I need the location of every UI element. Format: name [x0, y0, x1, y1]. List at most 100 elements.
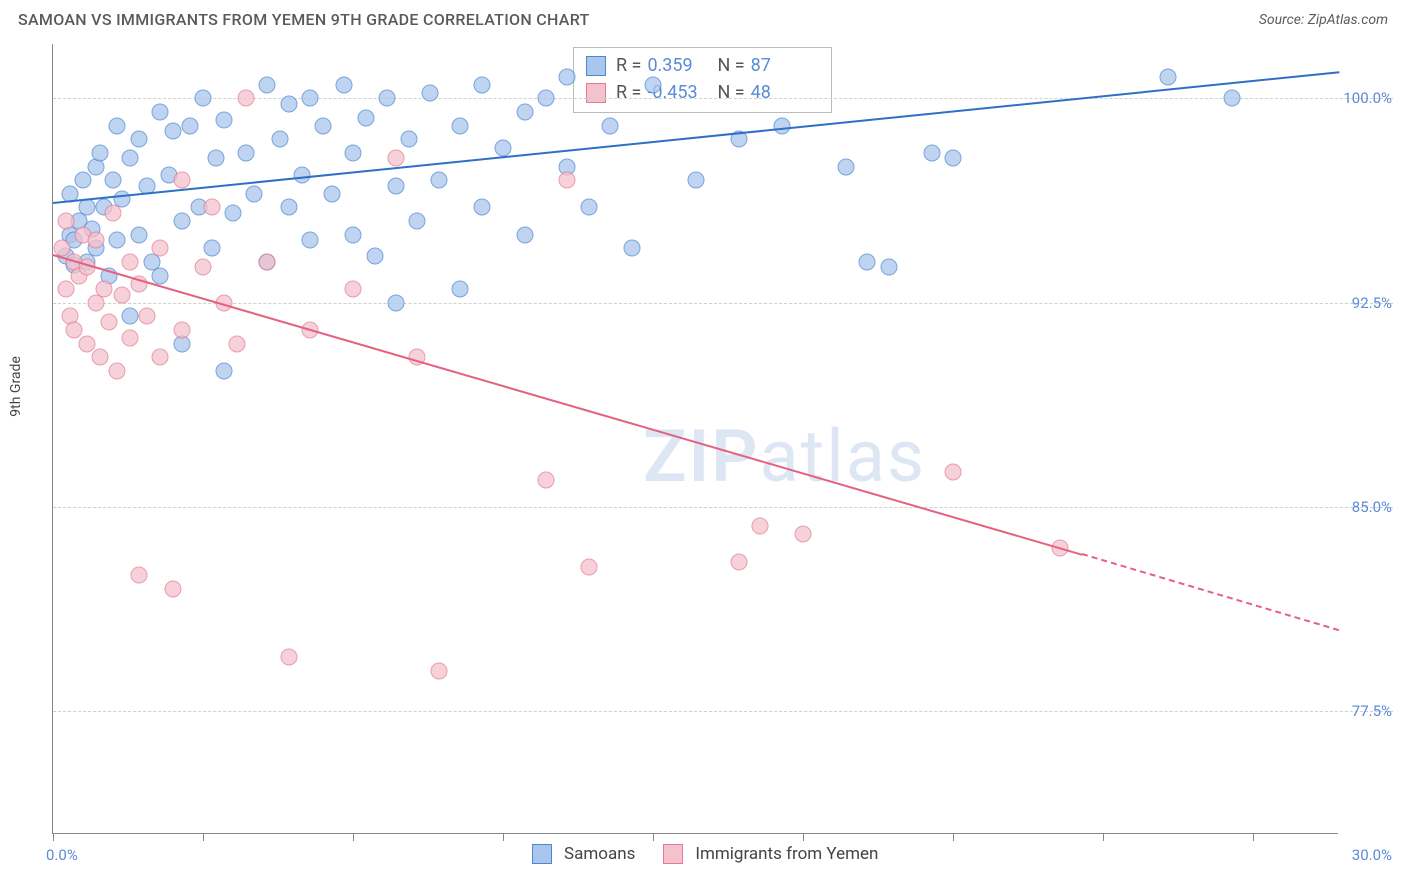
data-point	[66, 322, 83, 339]
n-value: 87	[751, 52, 815, 79]
data-point	[229, 335, 246, 352]
data-point	[409, 213, 426, 230]
data-point	[237, 144, 254, 161]
data-point	[623, 240, 640, 257]
data-point	[880, 259, 897, 276]
data-point	[79, 335, 96, 352]
data-point	[795, 526, 812, 543]
data-point	[280, 95, 297, 112]
data-point	[923, 144, 940, 161]
data-point	[430, 662, 447, 679]
data-point	[688, 172, 705, 189]
data-point	[345, 226, 362, 243]
legend-swatch	[586, 56, 606, 76]
data-point	[92, 349, 109, 366]
data-point	[122, 253, 139, 270]
data-point	[122, 330, 139, 347]
legend-label: Samoans	[564, 844, 635, 864]
data-point	[387, 177, 404, 194]
data-point	[387, 294, 404, 311]
data-point	[79, 199, 96, 216]
data-point	[203, 199, 220, 216]
data-point	[400, 131, 417, 148]
data-point	[379, 90, 396, 107]
legend-item: Samoans	[532, 844, 635, 864]
data-point	[75, 172, 92, 189]
data-point	[315, 117, 332, 134]
x-tick	[353, 833, 354, 841]
data-point	[195, 259, 212, 276]
x-tick	[1103, 833, 1104, 841]
r-label: R =	[616, 52, 641, 79]
data-point	[537, 471, 554, 488]
grid-line	[53, 711, 1393, 712]
y-tick-label: 100.0%	[1343, 89, 1392, 107]
data-point	[645, 76, 662, 93]
data-point	[109, 232, 126, 249]
y-tick-label: 85.0%	[1352, 498, 1392, 516]
data-point	[272, 131, 289, 148]
data-point	[1223, 90, 1240, 107]
data-point	[602, 117, 619, 134]
legend-swatch	[586, 83, 606, 103]
data-point	[516, 104, 533, 121]
data-point	[559, 68, 576, 85]
data-point	[122, 308, 139, 325]
data-point	[859, 253, 876, 270]
data-point	[336, 76, 353, 93]
grid-line	[53, 303, 1393, 304]
data-point	[182, 117, 199, 134]
data-point	[259, 253, 276, 270]
data-point	[100, 313, 117, 330]
data-point	[302, 232, 319, 249]
data-point	[580, 199, 597, 216]
data-point	[152, 240, 169, 257]
data-point	[122, 150, 139, 167]
x-axis-max-label: 30.0%	[1352, 846, 1392, 864]
data-point	[259, 76, 276, 93]
data-point	[537, 90, 554, 107]
data-point	[345, 281, 362, 298]
data-point	[730, 553, 747, 570]
data-point	[152, 349, 169, 366]
data-point	[430, 172, 447, 189]
data-point	[152, 104, 169, 121]
data-point	[945, 463, 962, 480]
data-point	[945, 150, 962, 167]
data-point	[130, 131, 147, 148]
data-point	[113, 286, 130, 303]
scatter-chart: 9th Grade ZIPatlas R =0.359N =87R =-0.45…	[52, 44, 1392, 834]
data-point	[173, 213, 190, 230]
data-point	[495, 139, 512, 156]
plot-area: ZIPatlas R =0.359N =87R =-0.453N =48 100…	[52, 44, 1338, 834]
data-point	[92, 144, 109, 161]
data-point	[387, 150, 404, 167]
data-point	[139, 308, 156, 325]
x-tick	[1253, 833, 1254, 841]
data-point	[105, 204, 122, 221]
data-point	[559, 172, 576, 189]
data-point	[130, 226, 147, 243]
trend-line	[53, 254, 1082, 556]
y-axis-title: 9th Grade	[8, 356, 24, 417]
r-label: R =	[616, 79, 641, 106]
correlation-stats-box: R =0.359N =87R =-0.453N =48	[573, 47, 832, 113]
data-point	[57, 281, 74, 298]
x-tick	[53, 833, 54, 841]
data-point	[96, 281, 113, 298]
data-point	[130, 567, 147, 584]
legend-swatch	[532, 844, 552, 864]
legend-swatch	[663, 844, 683, 864]
data-point	[109, 117, 126, 134]
trend-line	[1082, 553, 1340, 631]
data-point	[323, 185, 340, 202]
data-point	[165, 580, 182, 597]
data-point	[152, 267, 169, 284]
data-point	[105, 172, 122, 189]
data-point	[280, 199, 297, 216]
data-point	[207, 150, 224, 167]
data-point	[173, 322, 190, 339]
x-tick	[203, 833, 204, 841]
data-point	[452, 117, 469, 134]
data-point	[165, 123, 182, 140]
